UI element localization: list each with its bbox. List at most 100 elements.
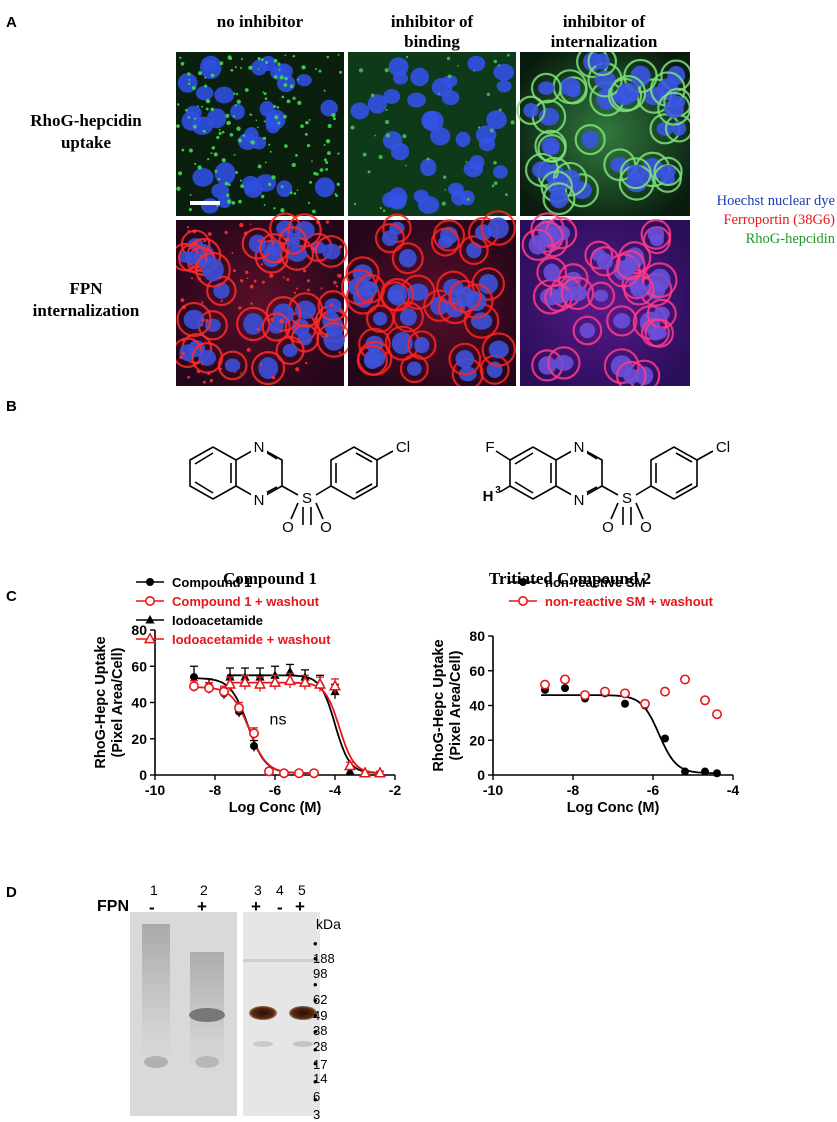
y-axis-label: RhoG-Hepc Uptake (Pixel Area/Cell) — [431, 639, 464, 771]
svg-text:H: H — [483, 488, 494, 505]
panel-letter-d: D — [6, 884, 17, 901]
svg-text:F: F — [485, 439, 494, 456]
x-axis-label: Log Conc (M) — [229, 800, 322, 816]
svg-text:Cl: Cl — [396, 439, 410, 456]
data-point — [343, 759, 357, 771]
data-point — [701, 767, 709, 776]
legend-label: non-reactive SM — [545, 575, 645, 590]
marker-17: • 17 — [313, 1042, 328, 1072]
y-tick-label: 60 — [469, 663, 485, 679]
marker-6: • 6 — [313, 1074, 321, 1104]
data-point — [189, 681, 200, 692]
legend-label: Iodoacetamide + washout — [172, 632, 331, 647]
lane-sign-4: - — [277, 898, 283, 917]
x-tick-label: -4 — [727, 782, 740, 798]
legend-label: Compound 1 + washout — [172, 594, 320, 609]
data-point — [518, 595, 529, 606]
data-point — [600, 686, 611, 697]
column-header-inhibitor-binding: inhibitor of binding — [390, 12, 474, 51]
y-tick-label: 0 — [477, 767, 485, 783]
data-point — [294, 768, 305, 779]
row-header-fpn-internalization: FPN internalization — [32, 279, 140, 320]
row-header-rhog-uptake: RhoG-hepcidin uptake — [30, 111, 142, 152]
lane-sign-2: + — [197, 897, 207, 916]
micrograph-uptake-binding — [348, 52, 516, 216]
chart-legend: non-reactive SM non-reactive SM + washout — [509, 575, 714, 609]
micrograph-uptake-internalization — [516, 52, 690, 216]
svg-text:O: O — [320, 519, 332, 536]
lane-number-1: 1 — [150, 882, 158, 898]
y-tick-label: 0 — [139, 767, 147, 783]
dose-response-chart-left: 0 20 40 60 80 -10 -8 -6 -4 -2 Log Conc (M) RhoG-Hep… — [93, 575, 401, 816]
data-point — [640, 698, 651, 709]
data-point — [309, 768, 320, 779]
data-point — [223, 677, 237, 689]
chart-legend: Compound 1 Compound 1 + washout Iodoacetam… — [136, 575, 331, 647]
data-point — [699, 695, 710, 706]
microscopy-grid — [176, 52, 690, 386]
data-point — [143, 632, 157, 644]
micrograph-fpn-binding — [341, 210, 516, 386]
svg-text:Cl: Cl — [716, 439, 730, 456]
data-point — [713, 769, 721, 778]
data-point — [680, 674, 691, 685]
y-tick-label: 80 — [469, 628, 485, 644]
svg-text:O: O — [282, 519, 294, 536]
legend-hoechst: Hoechst nuclear dye — [716, 193, 835, 209]
data-point — [711, 709, 722, 720]
data-point — [561, 684, 569, 693]
svg-text:RhoG-Hepc Uptake: RhoG-Hepc Uptake — [93, 636, 109, 768]
series-1 — [189, 680, 320, 779]
panel-letter-c: C — [6, 588, 17, 605]
data-point — [270, 670, 280, 679]
x-tick-label: -4 — [329, 782, 342, 798]
data-point — [358, 766, 372, 778]
data-point — [145, 615, 155, 624]
lane-sign-5: + — [295, 897, 305, 916]
panel-letter-a: A — [6, 14, 17, 31]
data-point — [560, 674, 571, 685]
marker-28: • 28 — [313, 1024, 328, 1054]
lane-number-4: 4 — [276, 882, 284, 898]
compound-1-atoms: N N S O O Cl — [251, 439, 410, 536]
data-point — [661, 734, 669, 743]
svg-text:S: S — [302, 490, 312, 507]
fit-curve — [227, 674, 382, 774]
legend-label: Iodoacetamide — [172, 613, 263, 628]
legend-label: Compound 1 — [172, 575, 251, 590]
x-tick-label: -10 — [483, 782, 503, 798]
data-point — [621, 699, 629, 708]
y-tick-label: 60 — [131, 658, 147, 674]
panel-letter-b: B — [6, 398, 17, 415]
x-tick-label: -6 — [647, 782, 660, 798]
column-header-inhibitor-internalization: inhibitor of internalization — [550, 12, 658, 51]
data-point — [345, 766, 355, 775]
data-point — [225, 672, 235, 681]
x-tick-label: -8 — [209, 782, 222, 798]
compound-1-label: Compound 1 — [222, 569, 317, 588]
x-axis-label: Log Conc (M) — [567, 800, 660, 816]
data-point — [190, 673, 198, 682]
ns-annotation: ns — [270, 711, 287, 728]
marker-49: • 49 — [313, 993, 328, 1023]
column-header-no-inhibitor: no inhibitor — [216, 12, 304, 31]
data-point — [253, 677, 267, 689]
kda-unit: kDa — [316, 916, 341, 932]
data-point — [146, 578, 154, 586]
lane-sign-3: + — [251, 897, 261, 916]
data-point — [255, 672, 265, 681]
blot-right-membrane — [243, 912, 320, 1116]
data-point — [373, 766, 387, 778]
data-point — [283, 673, 297, 686]
lane-sign-1: - — [149, 898, 155, 917]
marker-38: • 38 — [313, 1008, 328, 1038]
data-point — [219, 686, 230, 697]
compound-2-atoms: F H 3 N N S O O Cl — [483, 439, 730, 536]
x-tick-label: -8 — [567, 782, 580, 798]
data-point — [145, 595, 156, 606]
svg-text:RhoG-Hepc Uptake: RhoG-Hepc Uptake — [431, 639, 447, 771]
lane-number-3: 3 — [254, 882, 262, 898]
chart-axes: 0 20 40 60 80 -10 -8 -6 -4 Log Conc (M) RhoG-Hepc … — [431, 628, 739, 816]
y-tick-label: 20 — [469, 732, 485, 748]
svg-text:(Pixel Area/Cell): (Pixel Area/Cell) — [110, 647, 126, 757]
